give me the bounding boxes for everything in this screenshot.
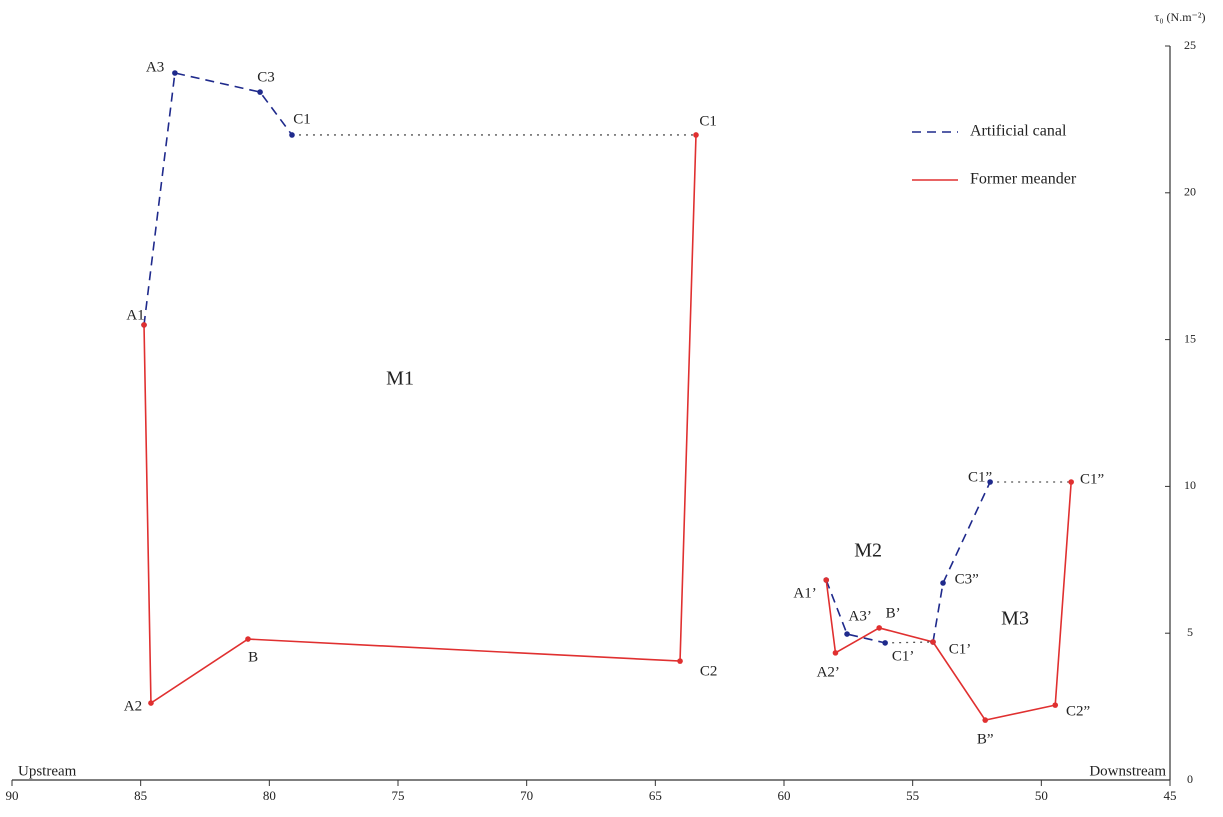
point [930, 639, 936, 645]
point [1052, 702, 1059, 708]
annotation: A2’ [817, 665, 840, 681]
annotation: B [248, 649, 258, 665]
point [844, 631, 850, 637]
series-line [291, 134, 1072, 644]
y-tick-label: 0 [1187, 772, 1193, 786]
x-tick-label: 70 [520, 788, 533, 803]
x-tick-label: 60 [778, 788, 791, 803]
x-tick-label: 50 [1035, 788, 1048, 803]
downstream-label: Downstream [1089, 763, 1166, 779]
point [1068, 479, 1074, 485]
annotation: A3 [146, 59, 164, 75]
point [823, 577, 830, 583]
y-axis-label: τ₀ (N.m⁻²) [1155, 10, 1206, 24]
legend-label: Artificial canal [970, 123, 1067, 140]
y-tick-label: 5 [1187, 625, 1193, 639]
point [940, 580, 946, 586]
annotation: C1” [1080, 471, 1104, 487]
x-tick-label: 75 [392, 788, 405, 803]
x-tick-label: 65 [649, 788, 662, 803]
annotation: C1 [293, 111, 311, 127]
point [257, 89, 263, 95]
point [982, 717, 989, 723]
annotation: A3’ [849, 608, 872, 624]
point [832, 650, 839, 656]
annotation: A1’ [793, 585, 816, 601]
y-tick-label: 25 [1184, 38, 1196, 52]
point [289, 132, 295, 138]
series-line [143, 134, 1072, 722]
point [677, 658, 683, 664]
point [693, 132, 699, 138]
annotation: C1 [699, 113, 717, 129]
point [876, 625, 883, 631]
x-tick-label: 85 [134, 788, 147, 803]
y-tick-label: 15 [1184, 331, 1196, 345]
annotation: M1 [386, 368, 414, 390]
annotation: C1’ [892, 648, 915, 664]
point [882, 640, 888, 646]
annotation: B’ [886, 606, 901, 622]
annotation: B” [977, 732, 994, 748]
point [141, 322, 147, 328]
annotation: C3” [955, 571, 979, 587]
point [245, 636, 251, 642]
annotation: C3 [257, 69, 275, 85]
point [172, 70, 178, 76]
annotation: C1” [968, 469, 992, 485]
x-tick-label: 90 [6, 788, 19, 803]
point [987, 479, 993, 485]
annotation: C2” [1066, 703, 1090, 719]
series-line [143, 72, 991, 644]
annotation: C1’ [949, 641, 972, 657]
annotation: C2 [700, 663, 718, 679]
annotation: M2 [854, 539, 882, 561]
annotation: A2 [124, 698, 142, 714]
annotation: A1 [126, 308, 144, 324]
y-tick-label: 10 [1184, 478, 1196, 492]
legend-label: Former meander [970, 171, 1077, 188]
point [148, 700, 154, 706]
y-tick-label: 20 [1184, 185, 1196, 199]
x-tick-label: 80 [263, 788, 276, 803]
annotation: M3 [1001, 608, 1029, 630]
upstream-label: Upstream [18, 763, 77, 779]
x-tick-label: 55 [906, 788, 919, 803]
x-tick-label: 45 [1164, 788, 1177, 803]
